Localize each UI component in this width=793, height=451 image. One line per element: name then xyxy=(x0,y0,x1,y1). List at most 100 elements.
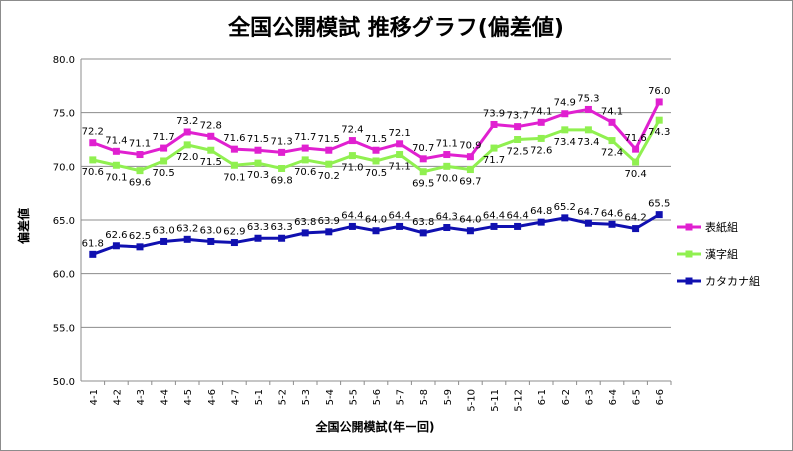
data-label: 71.0 xyxy=(341,163,363,174)
data-label: 70.5 xyxy=(152,168,174,179)
data-label: 64.4 xyxy=(341,210,363,221)
data-point xyxy=(608,137,616,145)
data-label: 72.8 xyxy=(200,120,222,131)
legend-label: 表紙組 xyxy=(705,220,738,234)
data-point xyxy=(419,229,427,237)
data-label: 74.1 xyxy=(601,106,623,117)
y-tick-label: 80.0 xyxy=(53,55,75,66)
data-label: 64.4 xyxy=(388,210,410,221)
x-tick-label: 5-8 xyxy=(419,389,430,405)
data-point xyxy=(136,167,144,175)
data-label: 72.1 xyxy=(388,128,410,139)
x-tick-label: 5-3 xyxy=(301,389,312,405)
data-point xyxy=(207,237,215,245)
data-labels: 72.271.4 71.171.773.2 72.871.6 71.5 71.3 71.7… xyxy=(82,86,671,249)
data-label: 71.3 xyxy=(270,136,292,147)
data-point xyxy=(348,137,356,145)
data-point xyxy=(112,147,120,155)
data-label: 72.4 xyxy=(601,148,623,159)
data-point xyxy=(632,145,640,153)
data-label: 71.4 xyxy=(105,135,127,146)
data-label: 73.9 xyxy=(483,108,505,119)
data-label: 73.2 xyxy=(176,116,198,127)
data-label: 62.6 xyxy=(105,230,127,241)
data-label: 71.5 xyxy=(318,134,340,145)
data-point xyxy=(443,162,451,170)
data-point xyxy=(490,222,498,230)
data-point xyxy=(160,237,168,245)
data-point xyxy=(655,98,663,106)
data-label: 71.5 xyxy=(200,157,222,168)
data-point xyxy=(230,145,238,153)
data-point xyxy=(136,243,144,251)
y-tick-label: 65.0 xyxy=(53,216,75,227)
data-point xyxy=(254,234,262,242)
data-label: 64.8 xyxy=(530,206,552,217)
x-tick-label: 6-5 xyxy=(632,389,643,405)
data-point xyxy=(372,227,380,235)
data-label: 74.9 xyxy=(554,98,576,109)
data-point xyxy=(136,151,144,159)
data-label: 71.1 xyxy=(436,139,458,150)
x-tick-label: 4-5 xyxy=(183,389,194,405)
data-label: 70.5 xyxy=(365,168,387,179)
gridlines xyxy=(80,58,671,382)
data-point xyxy=(89,139,97,147)
data-point xyxy=(301,156,309,164)
data-point xyxy=(655,116,663,124)
data-point xyxy=(537,134,545,142)
data-point xyxy=(514,222,522,230)
data-label: 63.2 xyxy=(176,223,198,234)
x-tick-label: 5-1 xyxy=(254,389,265,405)
data-label: 73.4 xyxy=(554,137,576,148)
data-label: 71.6 xyxy=(624,133,646,144)
data-label: 71.7 xyxy=(483,155,505,166)
data-label: 70.6 xyxy=(82,167,104,178)
data-point xyxy=(183,141,191,149)
data-point xyxy=(160,157,168,165)
x-tick-label: 5-10 xyxy=(466,389,477,412)
data-label: 70.6 xyxy=(294,167,316,178)
data-label: 74.1 xyxy=(530,106,552,117)
data-point xyxy=(561,126,569,134)
data-label: 70.4 xyxy=(624,169,646,180)
data-label: 69.6 xyxy=(129,178,151,189)
data-point xyxy=(655,211,663,219)
data-point xyxy=(278,234,286,242)
legend-marker xyxy=(685,223,693,231)
x-tick-label: 6-1 xyxy=(537,389,548,405)
data-label: 71.7 xyxy=(152,132,174,143)
data-point xyxy=(396,140,404,148)
data-point xyxy=(207,146,215,154)
data-label: 63.3 xyxy=(270,222,292,233)
data-label: 64.4 xyxy=(506,210,528,221)
x-tick-label: 4-2 xyxy=(112,389,123,405)
data-label: 69.7 xyxy=(459,177,481,188)
data-label: 65.5 xyxy=(648,199,670,210)
x-tick-label: 4-6 xyxy=(207,389,218,405)
data-point xyxy=(466,227,474,235)
data-label: 72.6 xyxy=(530,145,552,156)
y-tick-label: 70.0 xyxy=(53,162,75,173)
x-tick-label: 5-5 xyxy=(348,389,359,405)
data-point xyxy=(632,158,640,166)
data-label: 70.9 xyxy=(459,141,481,152)
data-label: 64.0 xyxy=(459,215,481,226)
legend-label: カタカナ組 xyxy=(705,275,760,288)
data-label: 71.1 xyxy=(388,162,410,173)
data-label: 64.6 xyxy=(601,208,623,219)
data-point xyxy=(584,219,592,227)
data-label: 71.6 xyxy=(223,133,245,144)
data-point xyxy=(278,164,286,172)
data-point xyxy=(230,161,238,169)
legend-marker xyxy=(685,250,693,258)
x-tick-label: 5-4 xyxy=(325,389,336,405)
data-point xyxy=(584,126,592,134)
data-label: 69.5 xyxy=(412,179,434,190)
data-point xyxy=(230,239,238,247)
data-point xyxy=(608,220,616,228)
data-point xyxy=(278,148,286,156)
